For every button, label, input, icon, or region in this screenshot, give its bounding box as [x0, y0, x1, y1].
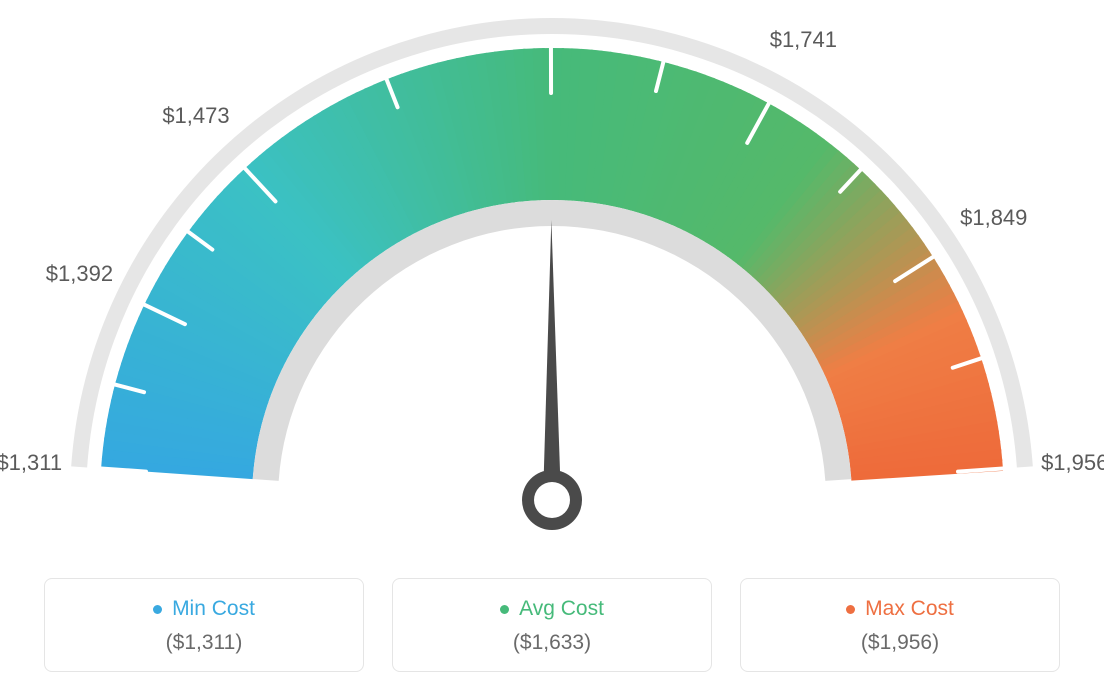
gauge-tick-label: $1,956 [1041, 450, 1104, 476]
legend-title-text-min: Min Cost [172, 597, 255, 621]
gauge-svg [0, 0, 1104, 560]
legend-title-text-avg: Avg Cost [519, 597, 604, 621]
legend-title-min: Min Cost [55, 597, 353, 621]
legend-card-min: Min Cost ($1,311) [44, 578, 364, 672]
legend-card-max: Max Cost ($1,956) [740, 578, 1060, 672]
legend-value-min: ($1,311) [55, 631, 353, 655]
legend-row: Min Cost ($1,311) Avg Cost ($1,633) Max … [0, 578, 1104, 672]
gauge-tick-label: $1,849 [960, 205, 1027, 231]
legend-title-text-max: Max Cost [865, 597, 954, 621]
legend-title-max: Max Cost [751, 597, 1049, 621]
legend-dot-min [153, 605, 162, 614]
gauge-tick-label: $1,311 [0, 450, 62, 476]
legend-value-avg: ($1,633) [403, 631, 701, 655]
legend-card-avg: Avg Cost ($1,633) [392, 578, 712, 672]
legend-dot-max [846, 605, 855, 614]
legend-value-max: ($1,956) [751, 631, 1049, 655]
gauge-chart: $1,311$1,392$1,473$1,633$1,741$1,849$1,9… [0, 0, 1104, 540]
legend-title-avg: Avg Cost [403, 597, 701, 621]
gauge-tick-label: $1,473 [162, 103, 229, 129]
legend-dot-avg [500, 605, 509, 614]
gauge-tick-label: $1,741 [770, 27, 837, 53]
gauge-tick-label: $1,392 [46, 261, 113, 287]
